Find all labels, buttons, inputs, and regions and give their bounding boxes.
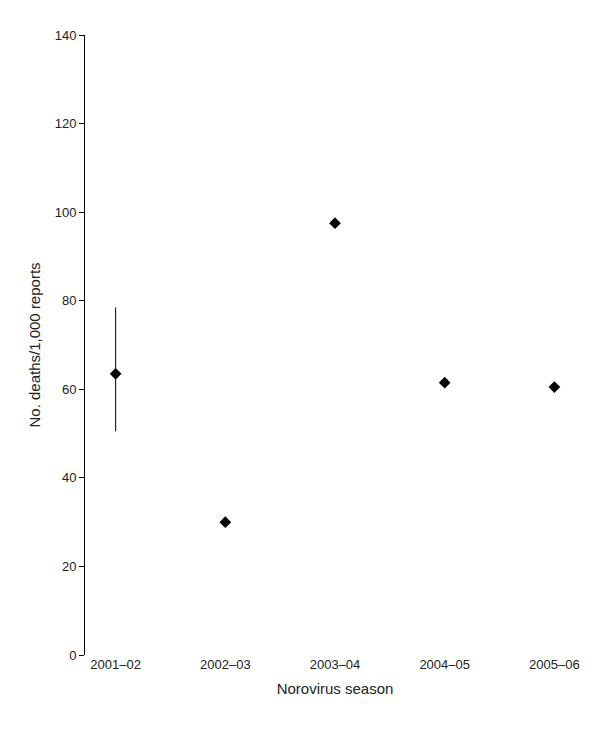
svg-text:140: 140	[55, 28, 77, 43]
svg-text:2005–06: 2005–06	[529, 657, 580, 672]
svg-text:60: 60	[62, 382, 76, 397]
svg-text:100: 100	[55, 205, 77, 220]
svg-text:2003–04: 2003–04	[310, 657, 361, 672]
svg-text:20: 20	[62, 559, 76, 574]
svg-text:2001–02: 2001–02	[90, 657, 141, 672]
svg-text:120: 120	[55, 116, 77, 131]
svg-text:No. deaths/1,000 reports: No. deaths/1,000 reports	[26, 262, 43, 427]
svg-text:Norovirus season: Norovirus season	[277, 680, 394, 697]
svg-text:80: 80	[62, 293, 76, 308]
svg-text:0: 0	[69, 648, 76, 663]
svg-text:2002–03: 2002–03	[200, 657, 251, 672]
svg-text:40: 40	[62, 470, 76, 485]
svg-text:2004–05: 2004–05	[419, 657, 470, 672]
